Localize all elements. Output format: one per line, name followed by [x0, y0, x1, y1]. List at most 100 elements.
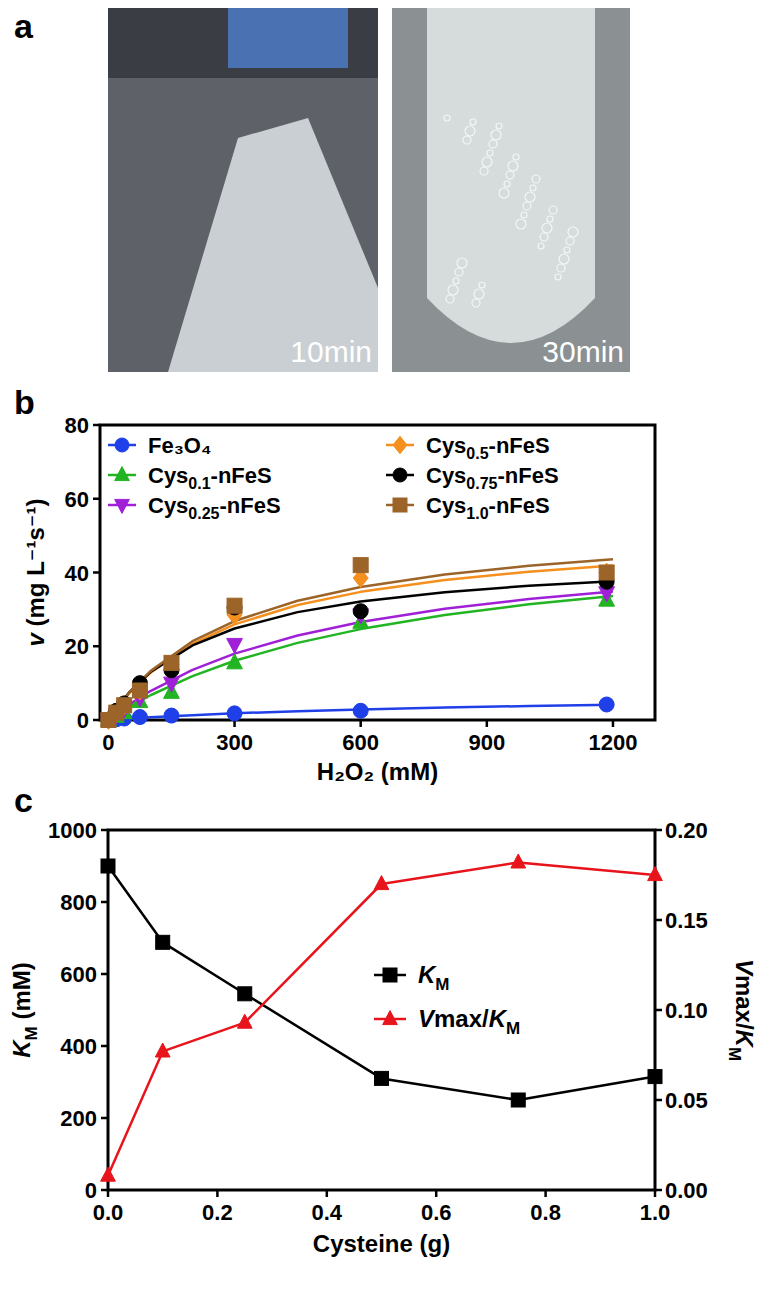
x-tick-label: 0.8 — [530, 1200, 561, 1225]
fit-curve — [108, 591, 613, 720]
text-part: 1.0 — [466, 505, 488, 522]
text-part: -nFeS — [211, 463, 272, 488]
bubble — [525, 192, 535, 202]
legend-label: Cys0.1-nFeS — [148, 463, 272, 492]
bubble — [487, 150, 493, 156]
figure: a10min30minb03006009001200020406080H₂O₂ … — [0, 0, 767, 1301]
bubble — [465, 126, 475, 136]
data-point — [511, 854, 526, 868]
x-axis-title: Cysteine (g) — [313, 1230, 450, 1257]
data-point — [132, 683, 147, 698]
photo-background — [108, 8, 378, 372]
legend-label: Vmax/KM — [418, 1005, 520, 1038]
data-point — [599, 697, 614, 712]
plot-frame — [100, 425, 655, 720]
text-part: M — [22, 1026, 41, 1040]
plot-frame — [108, 830, 655, 1190]
text-part: 0.25 — [188, 505, 219, 522]
bubble — [504, 181, 510, 187]
bubble — [523, 202, 531, 210]
fit-curve — [108, 596, 613, 720]
y2-tick-label: 0.15 — [665, 908, 708, 933]
text-part: M — [725, 1047, 744, 1061]
chart-b: b03006009001200020406080H₂O₂ (mM)v (mg L… — [14, 383, 655, 785]
y2-tick-label: 0.00 — [665, 1178, 708, 1203]
bubble — [532, 175, 540, 183]
text-part: -nFeS — [489, 493, 550, 518]
bubble — [559, 254, 569, 264]
legend-label: Fe₃O₄ — [148, 433, 211, 458]
series-line — [108, 866, 655, 1100]
x-tick-label: 0 — [102, 730, 114, 755]
data-point — [599, 565, 614, 580]
bubble — [463, 136, 471, 144]
data-point — [648, 867, 663, 881]
y2-tick-label: 0.05 — [665, 1088, 708, 1113]
data-point — [238, 987, 252, 1001]
x-tick-label: 0.4 — [312, 1200, 343, 1225]
text-part: Cys — [426, 433, 466, 458]
data-point — [227, 598, 242, 613]
data-point — [132, 710, 147, 725]
bubble — [557, 264, 565, 272]
text-part: 0.1 — [188, 475, 210, 492]
y2-tick-label: 0.20 — [665, 818, 708, 843]
y2-tick-label: 0.10 — [665, 998, 708, 1023]
bubble — [480, 167, 488, 175]
bubble — [547, 216, 553, 222]
legend-label: Cys0.75-nFeS — [426, 463, 559, 492]
bubble — [491, 130, 501, 140]
fit-curve — [108, 581, 613, 720]
text-part: Cys — [426, 463, 466, 488]
legend-label: Cys0.5-nFeS — [426, 433, 550, 462]
text-part: (mg L⁻¹s⁻¹) — [22, 498, 49, 633]
data-point — [353, 604, 368, 619]
data-point — [237, 1014, 252, 1028]
data-point — [101, 1167, 116, 1181]
y-tick-label: 800 — [60, 890, 97, 915]
x-tick-label: 1.0 — [640, 1200, 671, 1225]
y-tick-label: 1000 — [48, 818, 97, 843]
bubble — [499, 188, 509, 198]
bubble — [542, 223, 552, 233]
bubble — [489, 140, 497, 148]
legend-marker — [393, 436, 407, 454]
text-part: -nFeS — [220, 493, 281, 518]
photo-background — [392, 8, 630, 372]
bubble — [482, 157, 492, 167]
data-point — [353, 703, 368, 718]
y-tick-label: 60 — [65, 487, 89, 512]
bubble — [474, 289, 484, 299]
bubble — [516, 219, 526, 229]
text-part: Cys — [426, 493, 466, 518]
bubble — [513, 154, 519, 160]
text-part: Fe₃O₄ — [148, 433, 211, 458]
y-tick-label: 400 — [60, 1034, 97, 1059]
legend-marker — [383, 968, 397, 982]
plot-area — [101, 854, 663, 1181]
data-point — [155, 1043, 170, 1057]
series-line — [108, 862, 655, 1175]
bubble — [448, 285, 458, 295]
bubble — [564, 247, 570, 253]
bubble — [566, 237, 574, 245]
y-axis-title: v (mg L⁻¹s⁻¹) — [22, 498, 49, 646]
bubble — [472, 299, 480, 307]
text-part: (mM) — [8, 962, 35, 1026]
text-part: K — [418, 961, 437, 988]
y-tick-label: 20 — [65, 634, 89, 659]
data-point — [164, 708, 179, 723]
bubble — [455, 268, 463, 276]
text-part: 0.75 — [466, 475, 497, 492]
legend-marker — [115, 467, 130, 481]
text-part: Cys — [148, 493, 188, 518]
y-tick-label: 0 — [85, 1178, 97, 1203]
tube — [168, 118, 378, 372]
text-part: 0.5 — [466, 445, 488, 462]
text-part: max — [731, 975, 758, 1024]
y2-axis-title: Vmax/KM — [725, 959, 758, 1061]
legend-marker — [115, 438, 129, 452]
bubble — [555, 274, 561, 280]
y-tick-label: 0 — [77, 708, 89, 733]
bubble — [470, 119, 476, 125]
